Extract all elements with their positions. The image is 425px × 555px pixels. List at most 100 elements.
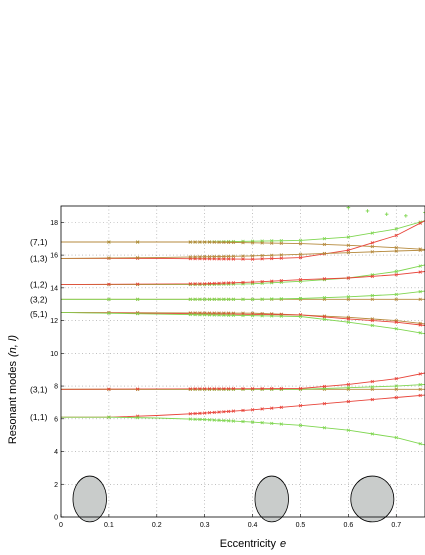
series-marker [370, 318, 374, 323]
series-marker [394, 395, 398, 400]
series-marker [279, 422, 283, 426]
series-layer [60, 205, 425, 446]
series-marker [370, 385, 374, 389]
series-marker [198, 240, 202, 244]
series-marker [217, 254, 221, 259]
series-marker [203, 297, 207, 301]
series-marker [418, 372, 422, 376]
series-marker [222, 281, 226, 285]
series-marker [203, 240, 207, 244]
series-line [61, 220, 425, 243]
series-marker [370, 387, 374, 392]
cross-section-ellipse [72, 475, 107, 523]
series-marker [370, 432, 374, 436]
series-marker [222, 257, 226, 261]
series-marker [231, 419, 236, 423]
series-marker [193, 297, 197, 301]
series-marker [250, 254, 255, 258]
series-marker [270, 406, 274, 410]
series-marker [298, 314, 303, 319]
series-marker [217, 387, 221, 391]
mode-label: (5,1) [30, 309, 48, 319]
series-marker [250, 313, 255, 318]
series-marker [241, 257, 245, 261]
series-marker [250, 241, 255, 245]
series-marker [260, 279, 264, 284]
y-tick-label: 2 [54, 482, 58, 489]
series-marker [212, 410, 216, 415]
series-marker [260, 253, 264, 258]
series-marker [207, 281, 212, 286]
series-marker [198, 411, 202, 415]
series-marker [260, 421, 264, 425]
y-tick-label: 4 [54, 449, 58, 456]
series-marker [418, 264, 422, 268]
series-marker [279, 253, 283, 257]
series-marker [346, 320, 351, 324]
series-marker [270, 386, 274, 391]
series-marker [226, 281, 231, 285]
series-marker [394, 320, 398, 324]
series-marker [135, 240, 140, 244]
mode-label: (3,1) [30, 384, 48, 394]
series-marker [370, 250, 374, 254]
series-marker [418, 270, 422, 274]
x-tick-label: 0.7 [391, 522, 401, 529]
series-marker [107, 415, 111, 419]
cross-section-ellipse [254, 475, 289, 523]
series-marker [217, 313, 221, 317]
series-line [60, 249, 425, 259]
ellipse-layer [72, 475, 395, 523]
series-marker [394, 377, 398, 381]
series-marker [193, 240, 197, 244]
series-marker [394, 387, 398, 392]
series-marker [394, 384, 398, 388]
series-marker [394, 292, 398, 297]
series-marker [370, 379, 374, 384]
series-marker [394, 269, 398, 274]
series-marker [231, 409, 236, 413]
series-marker [198, 417, 202, 422]
series-marker [298, 277, 303, 282]
series-marker [322, 237, 327, 241]
series-marker [222, 410, 226, 414]
plot-frame [60, 205, 425, 518]
series-marker [394, 246, 398, 250]
series-marker [226, 409, 231, 414]
series-marker [207, 411, 212, 415]
series-marker [346, 248, 351, 252]
series-marker [322, 242, 327, 247]
scatter-point [423, 210, 425, 215]
series-marker [107, 282, 111, 286]
series-line [61, 290, 425, 300]
x-tick-label: 0.5 [296, 522, 306, 529]
series-marker [207, 418, 212, 422]
x-tick-label: 0.3 [200, 522, 210, 529]
series-marker [322, 317, 327, 322]
series-marker [135, 415, 140, 420]
series-marker [270, 253, 274, 257]
y-tick-label: 0 [54, 515, 58, 522]
series-marker [279, 405, 283, 410]
scatter-point [346, 205, 351, 210]
series-marker [203, 411, 207, 415]
series-marker [394, 435, 398, 440]
series-marker [370, 297, 374, 301]
series-marker [270, 256, 274, 261]
series-marker [250, 280, 255, 284]
series-marker [107, 387, 111, 391]
series-marker [394, 273, 398, 277]
series-marker [250, 257, 255, 261]
series-marker [207, 240, 212, 244]
series-marker [207, 254, 212, 259]
series-marker [279, 256, 283, 260]
series-marker [346, 276, 351, 280]
series-marker [418, 297, 422, 301]
series-marker [418, 442, 422, 446]
series-marker [188, 417, 192, 421]
series-marker [188, 412, 192, 416]
series-marker [346, 235, 351, 239]
series-marker [370, 293, 374, 298]
series-marker [346, 297, 351, 301]
